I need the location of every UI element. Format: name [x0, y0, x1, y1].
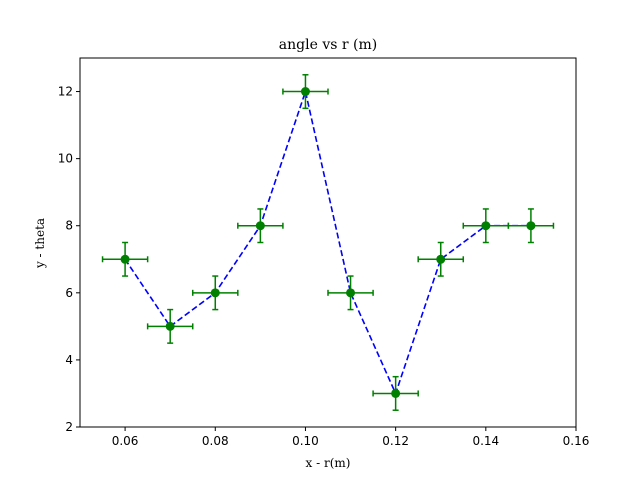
data-point	[481, 221, 491, 231]
data-point-group	[146, 308, 194, 344]
x-tick-label: 0.14	[472, 434, 499, 448]
data-point-group	[237, 208, 284, 244]
data-point	[346, 288, 356, 298]
data-point	[300, 87, 310, 97]
chart-title: angle vs r (m)	[279, 37, 377, 53]
data-point	[436, 254, 446, 264]
series-line	[124, 88, 531, 396]
data-point-group	[462, 208, 510, 244]
data-point	[391, 388, 401, 398]
data-point	[165, 321, 175, 331]
data-point-group	[101, 241, 149, 277]
axes-frame	[79, 57, 577, 428]
data-point	[120, 254, 130, 264]
x-tick-label: 0.10	[292, 434, 319, 448]
y-tick-label: 8	[65, 219, 73, 233]
y-tick-label: 10	[58, 152, 73, 166]
plot-area: 0.06 0.08 0.10 0.12 0.14 0.16 2 4 6 8 10 12	[58, 57, 590, 448]
y-tick-label: 4	[65, 353, 73, 367]
data-point-group	[191, 275, 239, 311]
data-point	[210, 288, 220, 298]
y-tick-label: 12	[58, 85, 73, 99]
x-tick-label: 0.06	[112, 434, 139, 448]
y-tick-label: 6	[65, 286, 73, 300]
y-tick-label: 2	[65, 420, 73, 434]
data-point-group	[372, 375, 419, 411]
x-tick-label: 0.16	[563, 434, 590, 448]
data-point	[255, 221, 265, 231]
x-tick-label: 0.12	[382, 434, 409, 448]
x-axis-label: x - r(m)	[306, 456, 351, 470]
data-point-group	[417, 241, 465, 277]
data-point-group	[507, 208, 555, 244]
data-point-group	[327, 275, 374, 311]
data-point	[526, 221, 536, 231]
y-axis-label: y - theta	[33, 218, 47, 269]
x-tick-label: 0.08	[202, 434, 229, 448]
data-point-group	[282, 74, 329, 110]
